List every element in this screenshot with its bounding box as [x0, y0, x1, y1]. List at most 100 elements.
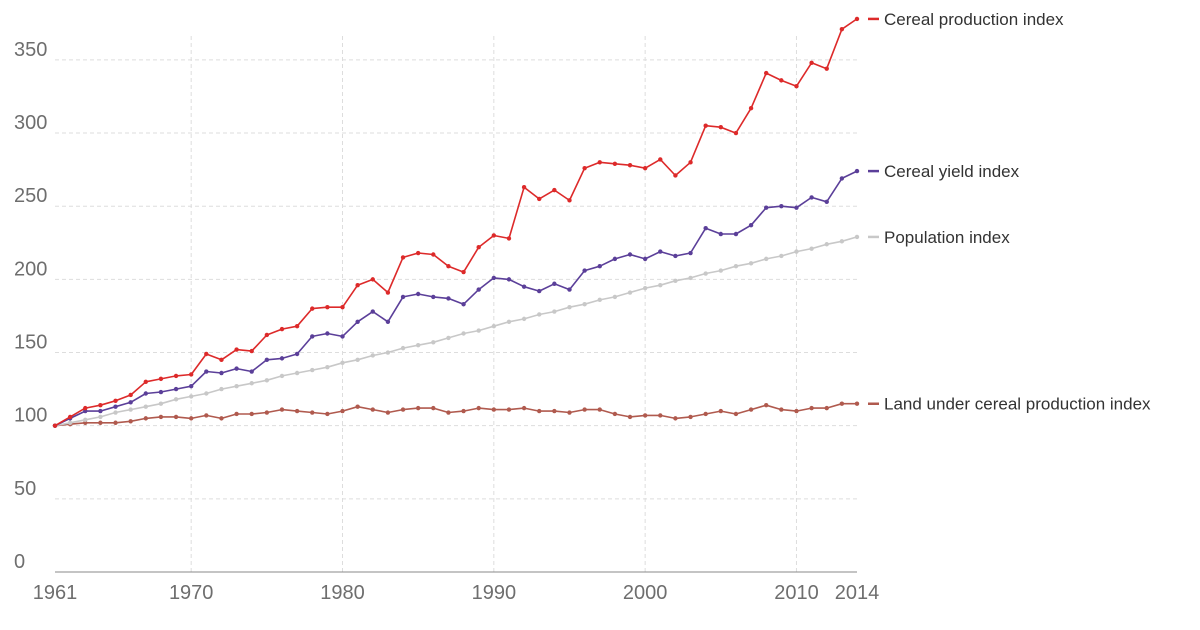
- y-tick-label: 150: [14, 332, 47, 354]
- data-point: [582, 268, 587, 273]
- data-point: [219, 370, 224, 376]
- data-point: [355, 357, 360, 363]
- data-point: [385, 350, 391, 355]
- data-point: [158, 389, 164, 395]
- data-point: [703, 271, 708, 276]
- data-point: [476, 244, 481, 250]
- data-point: [325, 364, 330, 370]
- data-point: [400, 255, 406, 260]
- data-point: [824, 405, 829, 411]
- data-point: [748, 407, 754, 412]
- data-point: [370, 407, 375, 412]
- data-point: [506, 277, 512, 282]
- x-tick-label: 1980: [320, 582, 365, 604]
- data-point: [204, 391, 209, 396]
- data-point: [627, 252, 633, 257]
- data-point: [733, 264, 739, 269]
- data-point: [552, 309, 557, 314]
- data-point: [219, 357, 224, 363]
- data-point: [748, 223, 754, 228]
- data-point: [431, 252, 436, 257]
- data-point: [446, 335, 451, 341]
- data-point: [521, 284, 527, 289]
- x-tick-label: 2010: [774, 582, 819, 604]
- legend: Cereal production index Cereal yield inde…: [868, 10, 1151, 414]
- data-point: [809, 405, 814, 411]
- data-point: [310, 334, 315, 339]
- data-point: [597, 160, 602, 165]
- data-point: [143, 379, 148, 384]
- data-point: [779, 253, 784, 259]
- data-point: [325, 331, 330, 336]
- data-point: [279, 326, 285, 332]
- data-point: [839, 26, 845, 32]
- data-point: [385, 319, 391, 324]
- data-point: [385, 410, 391, 415]
- legend-label: Cereal production index: [884, 10, 1064, 29]
- data-point: [552, 281, 557, 286]
- data-point: [143, 404, 148, 409]
- data-point: [582, 407, 587, 412]
- data-point: [415, 405, 421, 411]
- data-point: [809, 246, 814, 251]
- data-point: [794, 249, 799, 254]
- data-point: [98, 414, 103, 420]
- data-point: [294, 323, 300, 329]
- data-point: [294, 351, 300, 357]
- data-point: [355, 404, 360, 409]
- data-point: [733, 231, 739, 237]
- data-point: [733, 130, 739, 136]
- data-point: [552, 408, 557, 414]
- data-point: [612, 294, 618, 300]
- data-point: [597, 264, 602, 269]
- data-point: [658, 283, 663, 288]
- data-point: [264, 410, 270, 415]
- data-point: [673, 253, 678, 259]
- data-point: [839, 401, 845, 406]
- data-point: [461, 408, 466, 414]
- data-point: [854, 168, 860, 174]
- data-point: [582, 302, 587, 307]
- data-point: [431, 294, 436, 300]
- data-point: [234, 411, 239, 417]
- data-point: [476, 328, 481, 333]
- data-point: [400, 407, 406, 412]
- data-point: [128, 407, 133, 412]
- data-point: [506, 236, 512, 241]
- data-point: [415, 343, 421, 348]
- data-point: [340, 408, 345, 414]
- x-tick-label: 1990: [472, 582, 517, 604]
- data-point: [567, 287, 572, 292]
- data-point: [355, 319, 360, 324]
- data-point: [718, 231, 724, 237]
- data-point: [642, 285, 648, 291]
- data-point: [113, 398, 118, 404]
- data-point: [431, 405, 436, 411]
- data-point: [612, 411, 618, 417]
- data-point: [52, 423, 58, 428]
- data-point: [446, 410, 451, 415]
- data-point: [173, 414, 179, 420]
- y-tick-label: 300: [14, 112, 47, 134]
- data-point: [234, 383, 239, 389]
- data-point: [188, 416, 194, 421]
- data-point: [642, 413, 648, 418]
- data-point: [854, 16, 860, 22]
- data-point: [521, 184, 527, 190]
- data-point: [718, 408, 724, 414]
- data-point: [188, 372, 194, 377]
- data-point: [809, 60, 814, 66]
- data-point: [491, 407, 497, 412]
- data-point: [446, 296, 451, 301]
- data-point: [325, 411, 330, 417]
- data-point: [385, 290, 391, 295]
- series-2: [52, 234, 860, 428]
- data-point: [415, 250, 421, 256]
- data-point: [537, 288, 542, 294]
- legend-item: Cereal production index: [868, 10, 1064, 29]
- data-point: [567, 198, 572, 203]
- data-point: [824, 66, 829, 71]
- data-point: [703, 225, 708, 231]
- data-point: [521, 405, 527, 411]
- data-point: [794, 205, 799, 210]
